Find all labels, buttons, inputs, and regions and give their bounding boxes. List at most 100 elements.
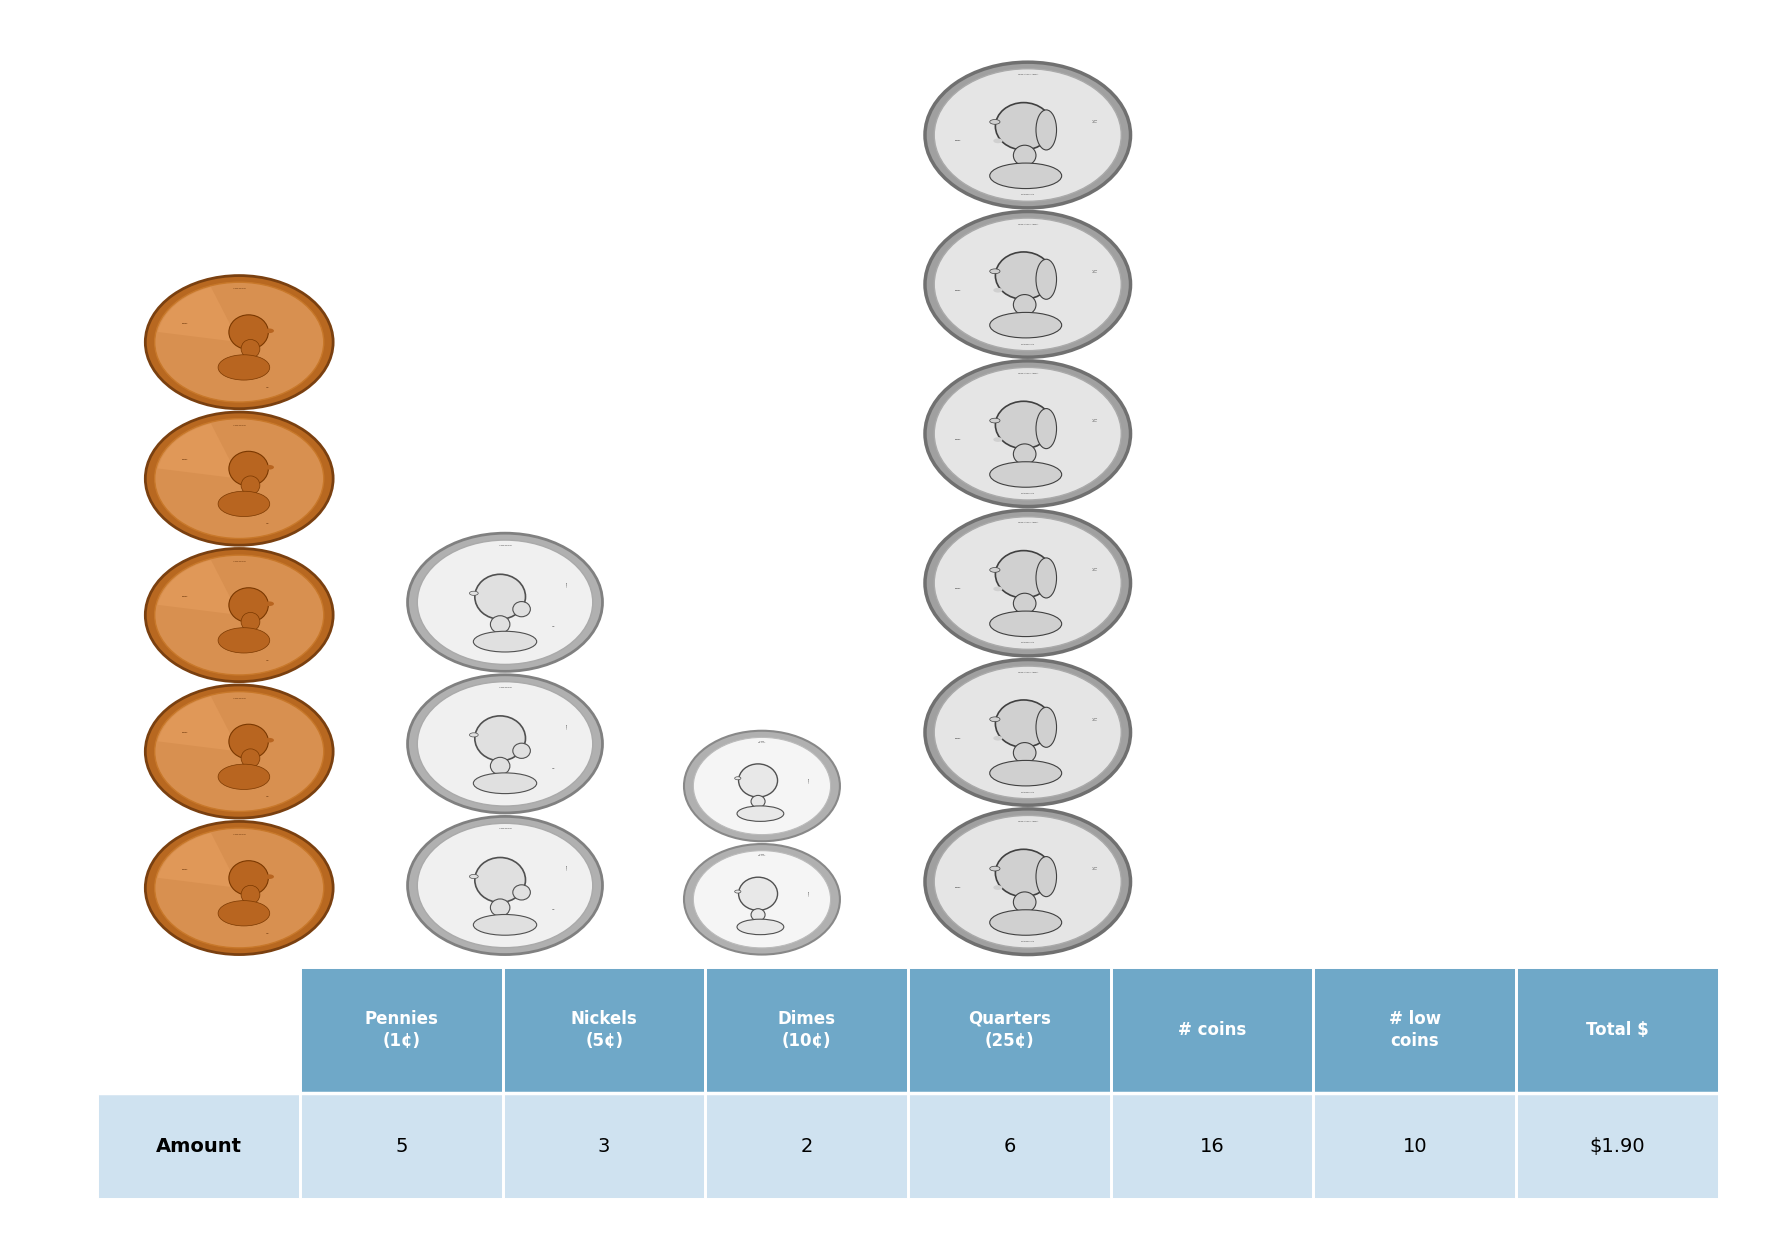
Ellipse shape xyxy=(218,354,269,381)
Ellipse shape xyxy=(218,764,269,790)
Circle shape xyxy=(145,549,333,682)
Ellipse shape xyxy=(264,737,275,742)
Text: Amount: Amount xyxy=(156,1137,241,1156)
Ellipse shape xyxy=(264,329,275,333)
Text: Nickels
(5¢): Nickels (5¢) xyxy=(571,1010,638,1050)
Ellipse shape xyxy=(491,757,510,775)
Text: Dimes
(10¢): Dimes (10¢) xyxy=(778,1010,836,1050)
Ellipse shape xyxy=(739,877,778,911)
Ellipse shape xyxy=(470,732,478,737)
Ellipse shape xyxy=(991,163,1061,188)
Ellipse shape xyxy=(991,418,999,423)
Ellipse shape xyxy=(1037,857,1056,897)
Text: IN GOD
WE
TRUST: IN GOD WE TRUST xyxy=(1092,717,1097,721)
Ellipse shape xyxy=(996,550,1053,598)
Circle shape xyxy=(145,275,333,408)
Circle shape xyxy=(925,360,1131,506)
Ellipse shape xyxy=(994,736,1003,741)
FancyBboxPatch shape xyxy=(907,967,1111,1093)
Ellipse shape xyxy=(991,760,1061,786)
Ellipse shape xyxy=(991,269,999,274)
Text: Total $: Total $ xyxy=(1586,1021,1650,1039)
FancyBboxPatch shape xyxy=(1517,1093,1719,1199)
Text: 16: 16 xyxy=(1200,1137,1224,1156)
Ellipse shape xyxy=(737,806,783,821)
Ellipse shape xyxy=(241,613,260,631)
Ellipse shape xyxy=(996,700,1053,747)
Ellipse shape xyxy=(473,632,537,652)
Ellipse shape xyxy=(991,867,999,870)
Ellipse shape xyxy=(739,764,778,798)
Ellipse shape xyxy=(218,901,269,926)
Ellipse shape xyxy=(241,339,260,358)
FancyBboxPatch shape xyxy=(1111,1093,1313,1199)
Circle shape xyxy=(408,816,602,955)
Ellipse shape xyxy=(991,568,999,573)
Ellipse shape xyxy=(470,874,478,879)
Ellipse shape xyxy=(991,119,999,124)
Circle shape xyxy=(416,824,592,947)
FancyBboxPatch shape xyxy=(705,967,907,1093)
Ellipse shape xyxy=(241,749,260,767)
Circle shape xyxy=(416,682,592,806)
Ellipse shape xyxy=(512,602,530,617)
Ellipse shape xyxy=(735,891,741,893)
Ellipse shape xyxy=(512,884,530,901)
FancyBboxPatch shape xyxy=(97,1093,299,1199)
Circle shape xyxy=(934,368,1122,500)
Ellipse shape xyxy=(1014,295,1037,315)
Ellipse shape xyxy=(994,288,1003,293)
Circle shape xyxy=(416,540,592,664)
Circle shape xyxy=(154,692,324,811)
Ellipse shape xyxy=(751,795,766,808)
FancyBboxPatch shape xyxy=(299,967,503,1093)
Text: IN GOD
WE
TRUST: IN GOD WE TRUST xyxy=(1092,867,1097,870)
Circle shape xyxy=(693,737,831,835)
Ellipse shape xyxy=(994,587,1003,592)
Circle shape xyxy=(925,62,1131,207)
Circle shape xyxy=(408,674,602,813)
Ellipse shape xyxy=(991,462,1061,487)
Ellipse shape xyxy=(735,776,741,780)
FancyBboxPatch shape xyxy=(503,1093,705,1199)
Circle shape xyxy=(693,850,831,948)
Text: 3: 3 xyxy=(597,1137,610,1156)
Text: 10: 10 xyxy=(1402,1137,1426,1156)
Text: 2: 2 xyxy=(801,1137,813,1156)
Ellipse shape xyxy=(1037,707,1056,747)
FancyBboxPatch shape xyxy=(299,1093,503,1199)
Ellipse shape xyxy=(264,602,275,607)
Ellipse shape xyxy=(241,476,260,495)
Ellipse shape xyxy=(470,592,478,595)
Circle shape xyxy=(154,418,324,539)
FancyBboxPatch shape xyxy=(705,1093,907,1199)
Circle shape xyxy=(934,666,1122,799)
Ellipse shape xyxy=(994,138,1003,143)
Text: IN GOD
WE TRUST: IN GOD WE TRUST xyxy=(758,854,766,857)
Ellipse shape xyxy=(229,315,268,349)
Ellipse shape xyxy=(1037,109,1056,149)
Ellipse shape xyxy=(991,909,1061,936)
Circle shape xyxy=(925,659,1131,805)
Ellipse shape xyxy=(751,908,766,921)
Text: $1.90: $1.90 xyxy=(1589,1137,1646,1156)
Wedge shape xyxy=(158,423,239,479)
Text: 6: 6 xyxy=(1003,1137,1015,1156)
Text: IN GOD
WE
TRUST: IN GOD WE TRUST xyxy=(1092,270,1097,273)
Text: IN GOD
WE
TRUST: IN GOD WE TRUST xyxy=(1092,420,1097,422)
Circle shape xyxy=(145,412,333,545)
Ellipse shape xyxy=(229,860,268,896)
Ellipse shape xyxy=(229,451,268,486)
Ellipse shape xyxy=(512,744,530,759)
Ellipse shape xyxy=(994,885,1003,891)
FancyBboxPatch shape xyxy=(1111,967,1313,1093)
Text: Pennies
(1¢): Pennies (1¢) xyxy=(365,1010,438,1050)
Wedge shape xyxy=(158,697,239,751)
Circle shape xyxy=(684,844,840,955)
Circle shape xyxy=(154,555,324,674)
Circle shape xyxy=(154,828,324,948)
Ellipse shape xyxy=(475,858,526,902)
Ellipse shape xyxy=(475,574,526,619)
Ellipse shape xyxy=(737,919,783,934)
Circle shape xyxy=(154,283,324,402)
